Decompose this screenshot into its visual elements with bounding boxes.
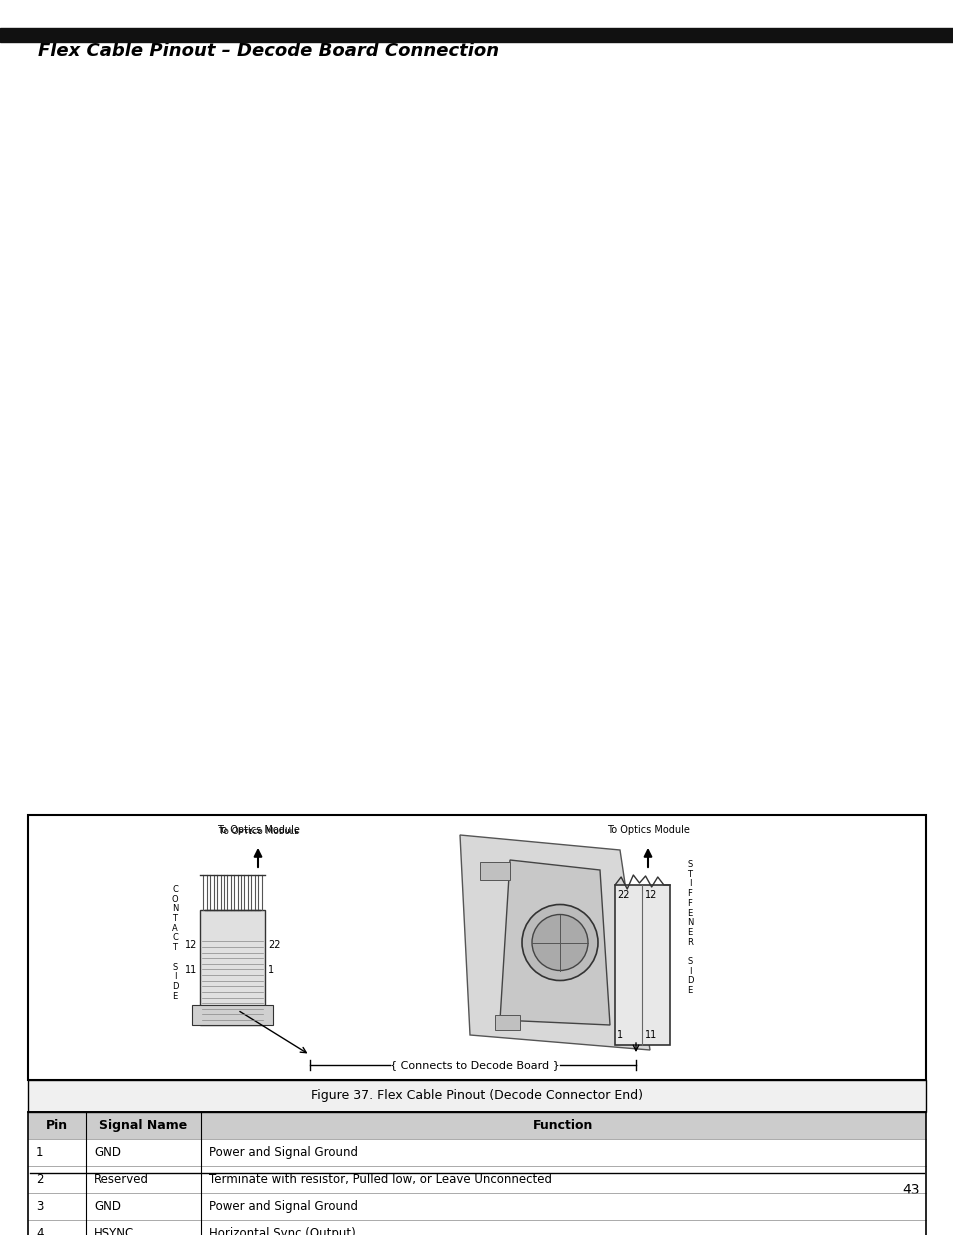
Text: 12: 12	[185, 940, 196, 950]
Bar	[28, 1079, 925, 1112]
Text: Power and Signal Ground: Power and Signal Ground	[209, 1146, 357, 1158]
Bar	[28, 815, 925, 1079]
Bar	[28, 1112, 925, 1139]
Bar	[615, 885, 669, 1045]
Bar	[479, 862, 510, 881]
Text: 22: 22	[268, 940, 280, 950]
Text: 11: 11	[185, 965, 196, 974]
Circle shape	[521, 904, 598, 981]
Bar	[28, 1166, 925, 1193]
Text: Power and Signal Ground: Power and Signal Ground	[209, 1200, 357, 1213]
Text: 43: 43	[902, 1183, 919, 1197]
Bar	[28, 1112, 925, 1235]
Text: Function: Function	[533, 1119, 593, 1132]
Bar	[28, 1139, 925, 1166]
Text: GND: GND	[94, 1200, 121, 1213]
Text: 11: 11	[644, 1030, 656, 1040]
Text: S
T
I
F
F
E
N
E
R

S
I
D
E: S T I F F E N E R S I D E	[686, 860, 693, 995]
Bar	[28, 1079, 925, 1112]
Bar	[192, 1005, 273, 1025]
Bar	[28, 1220, 925, 1235]
Text: Horizontal Sync (Output): Horizontal Sync (Output)	[209, 1228, 355, 1235]
Text: To Optics Module: To Optics Module	[216, 825, 299, 835]
Polygon shape	[499, 860, 609, 1025]
Text: 2: 2	[36, 1173, 44, 1186]
Text: Flex Cable Pinout – Decode Board Connection: Flex Cable Pinout – Decode Board Connect…	[38, 42, 498, 61]
Text: 1: 1	[268, 965, 274, 974]
Text: To Optics Module: To Optics Module	[606, 825, 689, 835]
Text: HSYNC: HSYNC	[94, 1228, 134, 1235]
Polygon shape	[459, 835, 649, 1050]
Text: Pin: Pin	[46, 1119, 68, 1132]
Text: 1: 1	[617, 1030, 622, 1040]
Text: 22: 22	[617, 890, 629, 900]
Text: C
O
N
T
A
C
T

S
I
D
E: C O N T A C T S I D E	[172, 885, 178, 1000]
Text: Terminate with resistor, Pulled low, or Leave Unconnected: Terminate with resistor, Pulled low, or …	[209, 1173, 552, 1186]
Text: Reserved: Reserved	[94, 1173, 149, 1186]
Text: Signal Name: Signal Name	[99, 1119, 188, 1132]
Bar	[200, 910, 265, 1025]
Text: Tᴏ Oᴘᴛɪᴄᴏ Mᴏᴅᴜʟᴇ: Tᴏ Oᴘᴛɪᴄᴏ Mᴏᴅᴜʟᴇ	[217, 827, 298, 836]
Text: 12: 12	[644, 890, 657, 900]
Circle shape	[532, 914, 587, 971]
Text: 4: 4	[36, 1228, 44, 1235]
Bar	[495, 1015, 519, 1030]
Text: 1: 1	[36, 1146, 44, 1158]
Text: Figure 37. Flex Cable Pinout (Decode Connector End): Figure 37. Flex Cable Pinout (Decode Con…	[311, 1089, 642, 1103]
Bar	[0, 28, 953, 42]
Bar	[28, 1193, 925, 1220]
Text: { Connects to Decode Board }: { Connects to Decode Board }	[390, 1060, 559, 1070]
Text: 3: 3	[36, 1200, 43, 1213]
Text: GND: GND	[94, 1146, 121, 1158]
